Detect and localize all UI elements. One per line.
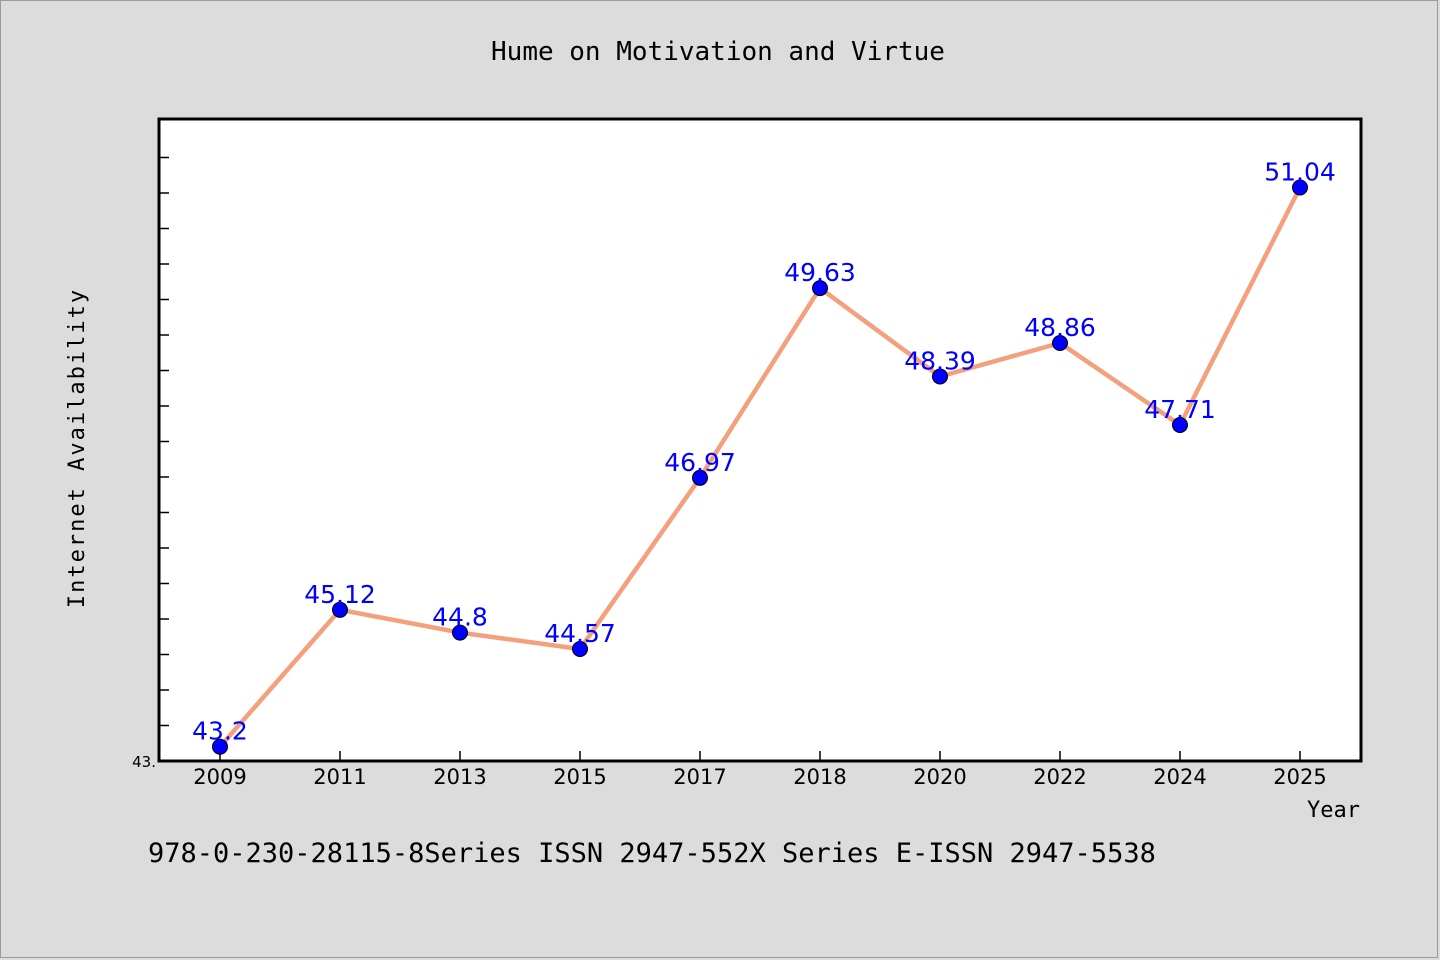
data-label: 48.86 [1024,313,1096,342]
data-label: 49.63 [784,258,856,287]
y-axis-label: Internet Availability [65,288,90,608]
x-tick-label: 2017 [673,765,726,789]
y-axis-tick-labels: 43. [132,753,156,771]
data-label: 51.04 [1264,158,1336,187]
y-axis-ticks [159,156,169,727]
data-label: 48.39 [904,347,976,376]
x-tick-label: 2011 [313,765,366,789]
data-label: 43.2 [192,717,248,746]
data-label: 47.71 [1144,395,1216,424]
x-tick-label: 2022 [1033,765,1086,789]
x-axis-label: Year [1307,798,1360,823]
x-tick-label: 2015 [553,765,606,789]
data-label: 45.12 [304,580,376,609]
data-label: 44.57 [544,619,616,648]
x-axis-tick-labels: 2009 2011 2013 2015 2017 2018 2020 2022 2024 2025 [193,765,1326,789]
data-point [1052,335,1068,351]
data-point [692,469,708,486]
data-point [212,738,228,755]
footer-isbn-text: 978-0-230-28115-8Series ISSN 2947-552X S… [148,838,1156,869]
data-point [932,368,948,385]
data-label: 46.97 [664,448,736,477]
series-line [217,185,1303,749]
y-tick-label: 43. [132,753,156,771]
x-tick-label: 2013 [433,765,486,789]
x-axis-ticks [219,751,1301,761]
x-tick-label: 2009 [193,765,246,789]
data-point [332,601,348,618]
x-tick-label: 2024 [1153,765,1206,789]
data-point [1172,417,1188,433]
data-point [452,624,468,641]
series-markers [212,179,1308,755]
data-label: 44.8 [432,603,488,632]
x-tick-label: 2018 [793,765,846,789]
data-point [812,280,828,297]
data-point [1292,179,1308,196]
plot-area [157,117,1363,763]
chart-title: Hume on Motivation and Virtue [491,37,945,67]
x-tick-label: 2020 [913,765,966,789]
data-labels: 43.2 45.12 44.8 44.57 46.97 49.63 48.39 48.86 47… [192,158,1336,746]
x-tick-label: 2025 [1273,765,1326,789]
data-point [572,641,588,657]
